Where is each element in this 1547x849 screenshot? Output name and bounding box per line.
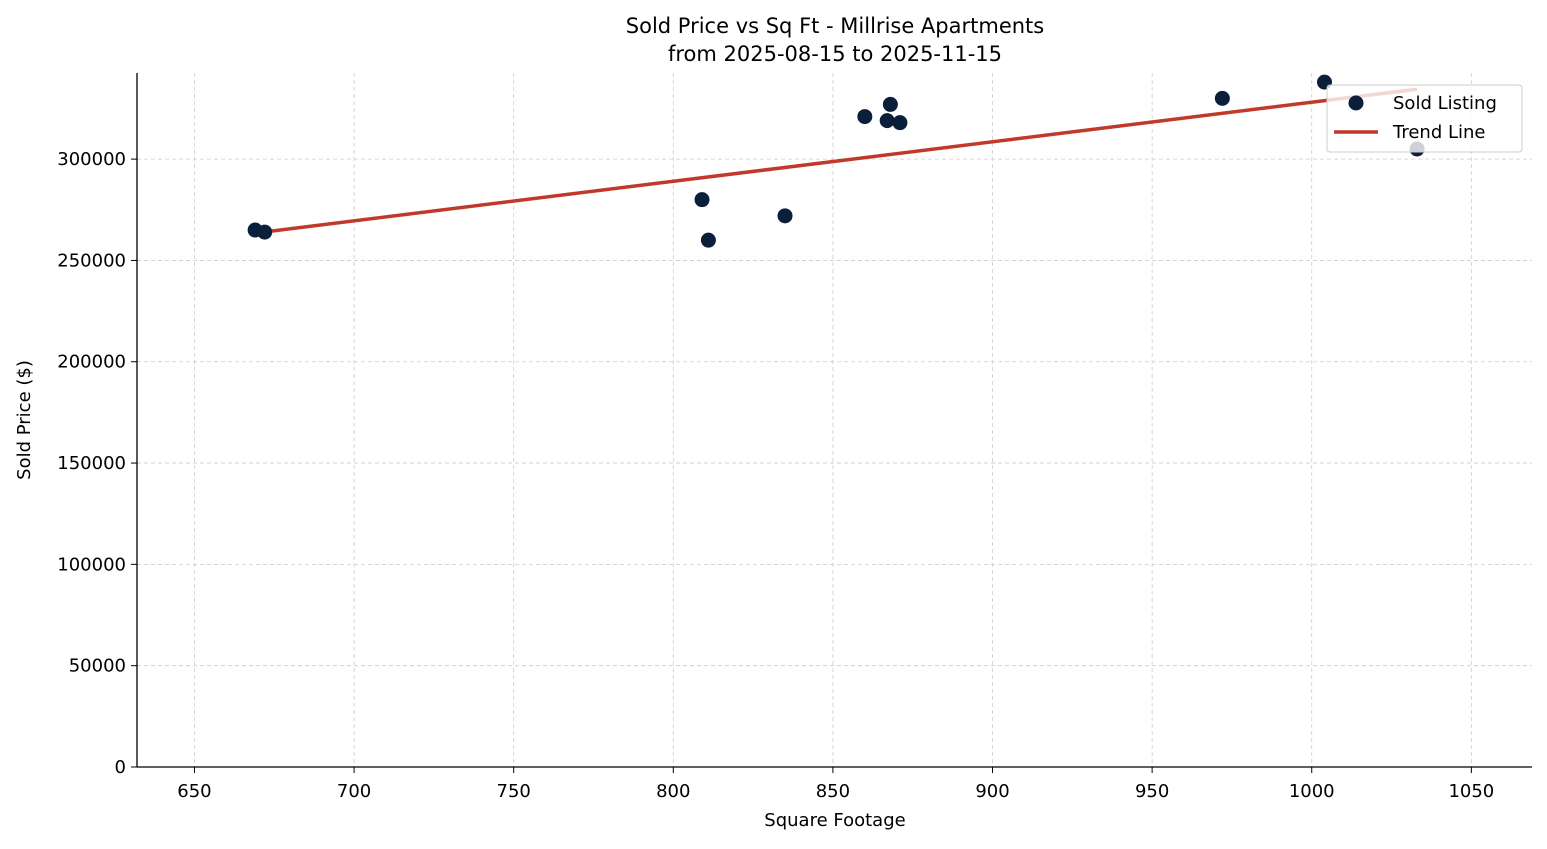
legend: Sold Listing Trend Line — [1326, 84, 1523, 153]
y-tick-label: 50000 — [69, 656, 126, 677]
x-tick-label: 650 — [177, 781, 211, 802]
chart-subtitle: from 2025-08-15 to 2025-11-15 — [668, 42, 1002, 66]
legend-label-trend-line: Trend Line — [1392, 122, 1486, 143]
data-point — [777, 208, 793, 224]
x-tick-label: 950 — [1135, 781, 1169, 802]
x-tick-label: 850 — [816, 781, 850, 802]
x-tick-label: 1000 — [1289, 781, 1335, 802]
trend-line-layer — [254, 87, 1418, 235]
chart-title: Sold Price vs Sq Ft - Millrise Apartment… — [626, 14, 1044, 38]
data-point — [700, 232, 716, 248]
y-tick-label: 300000 — [57, 149, 126, 170]
legend-marker-sold-listing — [1348, 95, 1364, 111]
y-tick-label: 0 — [115, 757, 126, 778]
y-tick-label: 100000 — [57, 554, 126, 575]
data-point — [694, 192, 710, 208]
data-point — [257, 224, 273, 240]
trend-line — [254, 87, 1418, 235]
data-point — [879, 113, 895, 129]
x-tick-label: 800 — [656, 781, 690, 802]
y-axis-label: Sold Price ($) — [14, 360, 35, 480]
y-tick-label: 150000 — [57, 453, 126, 474]
x-tick-label: 900 — [975, 781, 1009, 802]
x-axis-label: Square Footage — [764, 810, 905, 831]
legend-label-sold-listing: Sold Listing — [1393, 93, 1497, 114]
data-point — [857, 109, 873, 125]
x-tick-label: 750 — [497, 781, 531, 802]
ticks: 650 700 750 800 850 900 950 1000 1050 0 50000 10000… — [57, 149, 1494, 802]
x-tick-label: 700 — [337, 781, 371, 802]
data-point — [1214, 90, 1230, 106]
data-point — [892, 115, 908, 131]
data-point — [882, 96, 898, 112]
x-tick-label: 1050 — [1448, 781, 1494, 802]
y-tick-label: 200000 — [57, 352, 126, 373]
y-tick-label: 250000 — [57, 250, 126, 271]
grid — [137, 73, 1532, 767]
